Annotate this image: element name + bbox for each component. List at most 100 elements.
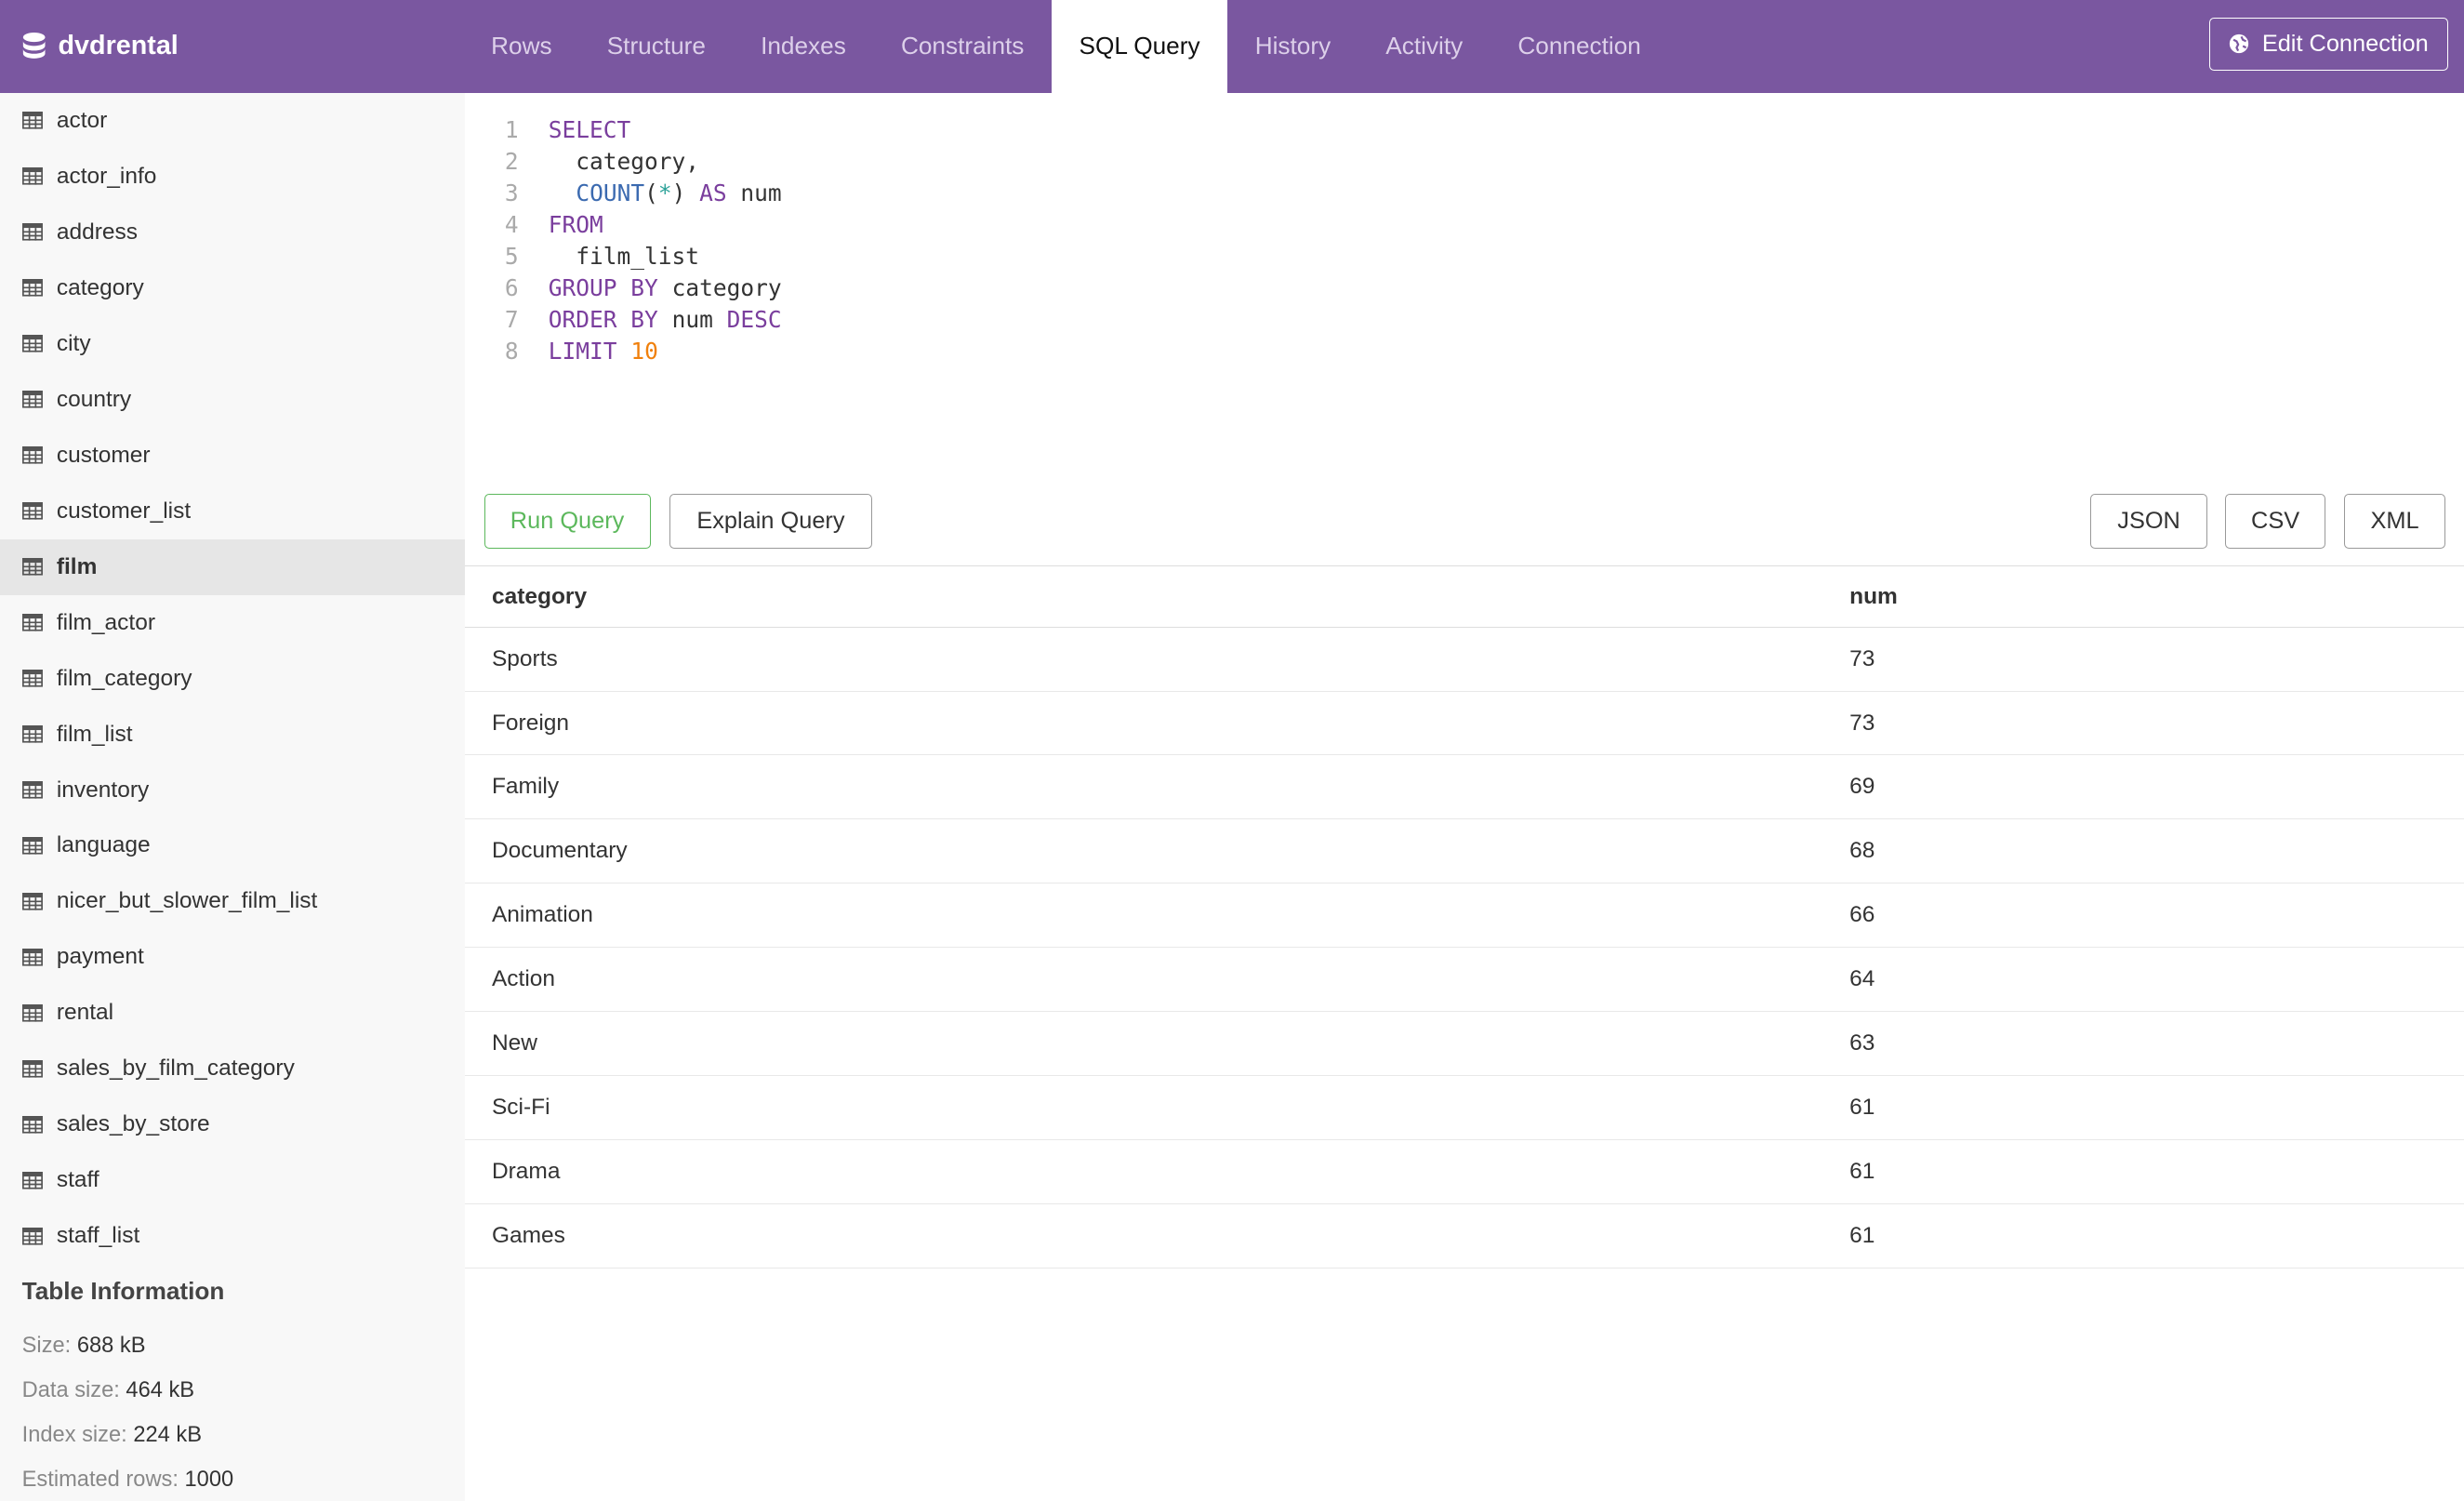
info-label: Index size: (21, 1422, 127, 1447)
column-header-category[interactable]: category (491, 583, 588, 609)
export-csv-button[interactable]: CSV (2225, 493, 2326, 549)
code-token: category, (548, 148, 700, 176)
table-icon (21, 949, 43, 966)
info-row: Data size: 464 kB (0, 1369, 465, 1414)
sidebar-item-label: sales_by_store (56, 1111, 210, 1137)
sidebar-item-language[interactable]: language (0, 818, 465, 874)
line-number: 3 (504, 179, 519, 207)
table-icon (21, 1228, 43, 1245)
info-value: 1000 (184, 1467, 234, 1492)
table-icon (21, 167, 43, 185)
info-value: 224 kB (133, 1422, 202, 1447)
code-token: num (726, 179, 782, 207)
sidebar-item-sales_by_store[interactable]: sales_by_store (0, 1096, 465, 1152)
table-row: Sci-Fi 61 (465, 1076, 2464, 1141)
table-icon (21, 502, 43, 520)
line-number: 1 (504, 116, 519, 144)
tab-structure[interactable]: Structure (606, 32, 706, 60)
sidebar-item-rental[interactable]: rental (0, 985, 465, 1041)
table-icon (21, 1172, 43, 1189)
table-row: Action 64 (465, 948, 2464, 1013)
table-icon (21, 279, 43, 297)
info-label: Size: (21, 1334, 72, 1359)
sidebar-item-inventory[interactable]: inventory (0, 763, 465, 818)
code-token: category (657, 274, 782, 302)
cell-num: 73 (1849, 710, 1875, 736)
tab-indexes[interactable]: Indexes (761, 32, 846, 60)
sidebar-item-category[interactable]: category (0, 260, 465, 316)
cell-category: Games (491, 1223, 565, 1249)
table-icon (21, 1060, 43, 1078)
table-icon (21, 725, 43, 743)
cell-category: Animation (491, 902, 593, 928)
sidebar-item-film_list[interactable]: film_list (0, 707, 465, 763)
sql-editor[interactable]: 1 SELECT 2 category, 3 COUNT(*) AS num 4 FROM… (465, 93, 2464, 471)
run-query-button[interactable]: Run Query (484, 493, 651, 549)
tab-connection[interactable]: Connection (1517, 32, 1641, 60)
sidebar-item-customer[interactable]: customer (0, 428, 465, 484)
cell-category: Sports (491, 645, 558, 671)
line-number: 8 (504, 338, 519, 365)
table-icon (21, 223, 43, 241)
cell-category: Drama (491, 1159, 561, 1185)
tab-sql-query[interactable]: SQL Query (1051, 0, 1228, 93)
column-header-num[interactable]: num (1849, 583, 1898, 609)
sidebar-item-payment[interactable]: payment (0, 929, 465, 985)
sidebar-item-staff_list[interactable]: staff_list (0, 1208, 465, 1264)
sidebar-item-label: category (56, 274, 144, 300)
explain-query-button[interactable]: Explain Query (669, 493, 872, 549)
tab-history[interactable]: History (1254, 32, 1331, 60)
sidebar-item-label: film_actor (56, 609, 156, 635)
code-token: AS (699, 179, 727, 207)
sidebar-item-label: customer (56, 442, 151, 468)
sidebar-item-city[interactable]: city (0, 316, 465, 372)
info-value: 688 kB (76, 1334, 146, 1359)
cell-num: 61 (1849, 1159, 1875, 1185)
sidebar-item-label: customer_list (56, 498, 192, 524)
sidebar-item-nicer_but_slower_film_list[interactable]: nicer_but_slower_film_list (0, 873, 465, 929)
code-line: 8 LIMIT 10 (465, 336, 2464, 367)
cell-category: Action (491, 966, 556, 992)
sidebar-item-address[interactable]: address (0, 205, 465, 260)
edit-connection-button[interactable]: Edit Connection (2209, 17, 2449, 72)
table-information-title: Table Information (21, 1276, 225, 1305)
table-icon (21, 670, 43, 687)
sidebar-item-actor_info[interactable]: actor_info (0, 149, 465, 205)
table-row: Games 61 (465, 1204, 2464, 1269)
sidebar-item-film_actor[interactable]: film_actor (0, 595, 465, 651)
table-icon (21, 391, 43, 408)
sidebar-item-film[interactable]: film (0, 538, 466, 595)
info-row: Index size: 224 kB (0, 1414, 465, 1458)
sidebar-item-sales_by_film_category[interactable]: sales_by_film_category (0, 1041, 465, 1096)
sidebar-item-country[interactable]: country (0, 372, 465, 428)
cell-num: 64 (1849, 966, 1875, 992)
table-information: Size: 688 kB Data size: 464 kB Index size:… (0, 1324, 465, 1501)
sidebar-item-film_category[interactable]: film_category (0, 651, 465, 707)
tab-constraints[interactable]: Constraints (900, 32, 1025, 60)
tab-rows[interactable]: Rows (491, 32, 552, 60)
cell-category: Foreign (491, 710, 570, 736)
code-token: ORDER BY (548, 306, 658, 334)
export-json-button[interactable]: JSON (2089, 493, 2208, 549)
cell-num: 63 (1849, 1030, 1875, 1056)
cell-category: New (491, 1030, 537, 1056)
results-header: category num (465, 566, 2464, 628)
code-token: 10 (630, 338, 658, 365)
info-row: Estimated rows: 1000 (0, 1458, 465, 1501)
info-row: Size: 688 kB (0, 1324, 465, 1369)
code-line: 5 film_list (465, 241, 2464, 272)
code-token: SELECT (548, 116, 631, 144)
tab-activity[interactable]: Activity (1385, 32, 1464, 60)
sidebar-item-label: sales_by_film_category (56, 1056, 295, 1082)
sidebar-item-staff[interactable]: staff (0, 1152, 465, 1208)
sidebar-item-customer_list[interactable]: customer_list (0, 484, 465, 539)
table-icon (21, 446, 43, 464)
cell-num: 73 (1849, 645, 1875, 671)
sidebar-item-label: film_category (56, 665, 192, 691)
code-token (617, 336, 631, 367)
table-icon (21, 614, 43, 631)
sidebar-item-actor[interactable]: actor (0, 93, 465, 149)
export-xml-button[interactable]: XML (2344, 493, 2445, 549)
sidebar-item-label: payment (56, 944, 144, 970)
